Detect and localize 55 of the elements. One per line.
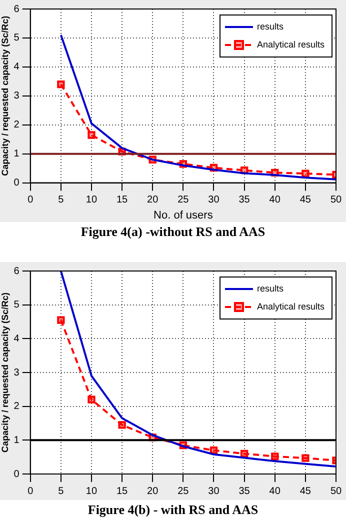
y-tick-label: 5: [14, 32, 20, 44]
point: [88, 396, 96, 404]
x-tick-label: 45: [300, 194, 312, 206]
y-tick-label: 1: [14, 434, 20, 446]
caption: Figure 4(a) -without RS and AAS: [80, 223, 266, 241]
point: [240, 450, 248, 458]
legend-label: Analytical results: [257, 39, 326, 50]
point: [302, 170, 310, 178]
y-tick-label: 4: [14, 62, 20, 73]
x-tick-label: 50: [330, 194, 342, 206]
x-tick-label: 0: [28, 194, 34, 206]
y-tick-label: 1: [14, 148, 20, 160]
x-tick-label: 30: [208, 486, 220, 497]
x-tick-label: 40: [269, 486, 281, 497]
x-tick-label: 15: [116, 486, 128, 497]
x-tick-label: 5: [58, 194, 64, 206]
x-tick-label: 50: [330, 486, 342, 497]
x-tick-label: 20: [147, 194, 159, 206]
y-tick-label: 0: [14, 468, 20, 480]
y-axis-title: Capacity / requested capacity (Sc/Rc): [0, 292, 10, 453]
x-tick-label: 15: [116, 194, 128, 206]
x-tick-label: 25: [178, 486, 190, 497]
point: [302, 454, 310, 462]
x-tick-label: 30: [208, 194, 220, 206]
y-tick-label: 2: [14, 401, 20, 412]
point: [210, 446, 218, 454]
y-tick-label: 3: [14, 367, 20, 378]
x-tick-label: 10: [86, 194, 98, 206]
point: [88, 131, 96, 139]
y-tick-label: 4: [14, 333, 20, 344]
x-axis-title: No. of users: [154, 209, 214, 222]
y-tick-label: 5: [14, 300, 20, 311]
point: [271, 452, 279, 460]
y-tick-label: 6: [14, 4, 20, 15]
x-tick-label: 45: [300, 486, 312, 497]
point: [57, 316, 65, 324]
legend-label: Analytical results: [257, 301, 326, 312]
x-tick-label: 5: [58, 486, 64, 497]
x-tick-label: 0: [28, 486, 34, 497]
x-tick-label: 35: [238, 486, 250, 497]
x-tick-label: 35: [238, 194, 250, 206]
x-tick-label: 40: [269, 194, 281, 206]
legend-label: results: [257, 283, 284, 294]
caption: Figure 4(b) - with RS and AAS: [86, 501, 260, 519]
legend-label: results: [257, 21, 284, 32]
y-axis-title: Capacity / requested capacity (Sc/Rc): [0, 16, 10, 176]
y-tick-label: 2: [14, 120, 20, 131]
point: [118, 421, 126, 429]
x-tick-label: 10: [86, 486, 98, 497]
point: [57, 80, 65, 88]
x-tick-label: 20: [147, 486, 159, 497]
y-tick-label: 3: [14, 90, 20, 102]
y-tick-label: 6: [14, 266, 20, 277]
x-tick-label: 25: [178, 194, 190, 206]
y-tick-label: 0: [14, 178, 20, 189]
